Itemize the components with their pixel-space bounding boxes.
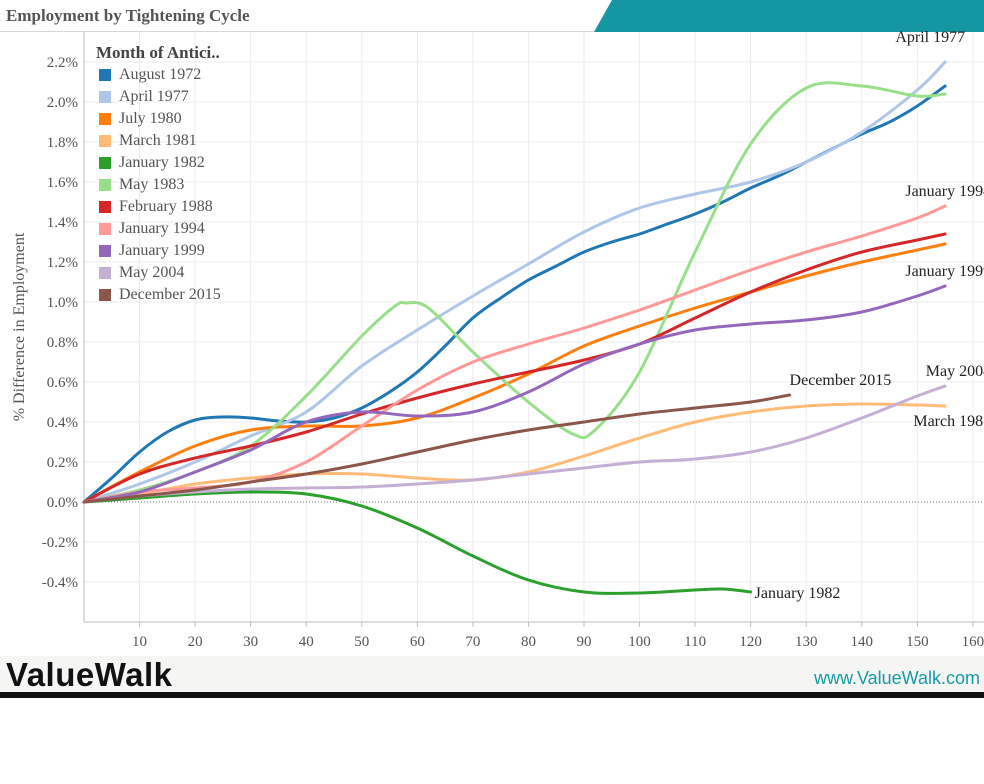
legend-swatch bbox=[99, 267, 111, 279]
y-tick-label: 1.8% bbox=[47, 135, 78, 151]
legend-item[interactable]: January 1982 bbox=[96, 152, 221, 174]
x-tick-label: 50 bbox=[354, 634, 369, 650]
teal-banner-shape bbox=[594, 0, 984, 32]
x-tick-label: 150 bbox=[906, 634, 929, 650]
annotation-may-2004: May 2004 bbox=[926, 363, 984, 380]
series-line-may-2004 bbox=[82, 384, 947, 504]
y-tick-label: 1.4% bbox=[47, 215, 78, 231]
x-tick-label: 60 bbox=[410, 634, 425, 650]
series-line-january-1999 bbox=[82, 284, 947, 504]
y-tick-label: 0.2% bbox=[47, 455, 78, 471]
legend-item[interactable]: May 1983 bbox=[96, 174, 221, 196]
y-tick-label: 0.6% bbox=[47, 375, 78, 391]
legend-swatch bbox=[99, 289, 111, 301]
legend-swatch bbox=[99, 223, 111, 235]
annotation-december-2015: December 2015 bbox=[790, 372, 892, 389]
legend-swatch bbox=[99, 69, 111, 81]
annotation-january-1999: January 1999 bbox=[905, 263, 984, 280]
legend-swatch bbox=[99, 179, 111, 191]
valuewalk-logo: ValueWalk bbox=[6, 656, 173, 693]
annotation-april-1977: April 1977 bbox=[895, 29, 965, 46]
y-axis-title: % Difference in Employment bbox=[11, 232, 28, 421]
legend-item[interactable]: January 1999 bbox=[96, 240, 221, 262]
x-tick-label: 30 bbox=[243, 634, 258, 650]
y-tick-label: 1.0% bbox=[47, 295, 78, 311]
line-chart: -0.4% -0.2% 0.0% 0.2% 0.4% 0.6% 0.8% 1.0% 1.2% 1.… bbox=[11, 29, 984, 650]
x-tick-label: 110 bbox=[684, 634, 706, 650]
x-tick-label: 80 bbox=[521, 634, 536, 650]
chart-title: Employment by Tightening Cycle bbox=[6, 6, 250, 25]
series-line-february-1988 bbox=[82, 232, 947, 504]
legend-swatch bbox=[99, 201, 111, 213]
legend-item[interactable]: April 1977 bbox=[96, 86, 221, 108]
title-divider bbox=[0, 31, 984, 32]
chart-frame: Employment by Tightening Cycle -0.4% -0.2… bbox=[0, 0, 984, 698]
legend-item[interactable]: December 2015 bbox=[96, 284, 221, 306]
legend-label: August 1972 bbox=[119, 66, 202, 83]
legend-swatch bbox=[99, 245, 111, 257]
legend-item[interactable]: July 1980 bbox=[96, 108, 221, 130]
series-line-march-1981 bbox=[82, 402, 947, 504]
legend-swatch bbox=[99, 157, 111, 169]
legend: Month of Antici.. August 1972 April 1977 J… bbox=[96, 42, 221, 306]
annotation-march-1981: March 1981 bbox=[913, 413, 984, 430]
legend-label: January 1982 bbox=[119, 154, 205, 171]
legend-item[interactable]: January 1994 bbox=[96, 218, 221, 240]
legend-swatch bbox=[99, 135, 111, 147]
x-tick-label: 100 bbox=[628, 634, 651, 650]
annotation-january-1982: January 1982 bbox=[755, 585, 841, 602]
legend-label: December 2015 bbox=[119, 286, 221, 303]
y-tick-label: 0.0% bbox=[47, 495, 78, 511]
y-tick-label: 0.4% bbox=[47, 415, 78, 431]
y-tick-label: -0.2% bbox=[42, 535, 78, 551]
x-tick-label: 40 bbox=[299, 634, 314, 650]
x-tick-label: 90 bbox=[577, 634, 592, 650]
legend-item[interactable]: May 2004 bbox=[96, 262, 221, 284]
y-tick-label: 1.6% bbox=[47, 175, 78, 191]
legend-title: Month of Antici.. bbox=[96, 43, 220, 62]
legend-item[interactable]: February 1988 bbox=[96, 196, 221, 218]
series-line-july-1980 bbox=[82, 242, 947, 504]
legend-label: January 1994 bbox=[119, 220, 205, 237]
series-line-april-1977 bbox=[82, 60, 947, 504]
footer-bar bbox=[0, 692, 984, 698]
legend-swatch bbox=[99, 113, 111, 125]
footer bbox=[0, 656, 984, 692]
legend-item[interactable]: March 1981 bbox=[96, 130, 221, 152]
legend-label: May 2004 bbox=[119, 264, 185, 281]
x-tick-label: 20 bbox=[188, 634, 203, 650]
legend-label: January 1999 bbox=[119, 242, 205, 259]
series-line-may-1983 bbox=[82, 81, 947, 504]
y-tick-label: 0.8% bbox=[47, 335, 78, 351]
x-tick-label: 160 bbox=[962, 634, 984, 650]
x-tick-label: 70 bbox=[465, 634, 480, 650]
legend-label: February 1988 bbox=[119, 198, 213, 215]
legend-item[interactable]: August 1972 bbox=[96, 64, 221, 86]
x-tick-label: 120 bbox=[739, 634, 762, 650]
y-tick-label: 2.2% bbox=[47, 55, 78, 71]
series-line-january-1982 bbox=[82, 490, 753, 595]
y-tick-label: 1.2% bbox=[47, 255, 78, 271]
legend-label: April 1977 bbox=[119, 88, 189, 105]
legend-label: May 1983 bbox=[119, 176, 185, 193]
legend-label: March 1981 bbox=[119, 132, 197, 149]
legend-label: July 1980 bbox=[119, 110, 182, 127]
annotation-january-1994: January 1994 bbox=[905, 183, 984, 200]
y-tick-label: 2.0% bbox=[47, 95, 78, 111]
legend-swatch bbox=[99, 91, 111, 103]
x-tick-label: 10 bbox=[132, 634, 147, 650]
valuewalk-url[interactable]: www.ValueWalk.com bbox=[813, 668, 980, 688]
x-tick-label: 130 bbox=[795, 634, 818, 650]
y-tick-label: -0.4% bbox=[42, 575, 78, 591]
x-tick-label: 140 bbox=[851, 634, 874, 650]
series-line-december-2015 bbox=[82, 393, 792, 504]
